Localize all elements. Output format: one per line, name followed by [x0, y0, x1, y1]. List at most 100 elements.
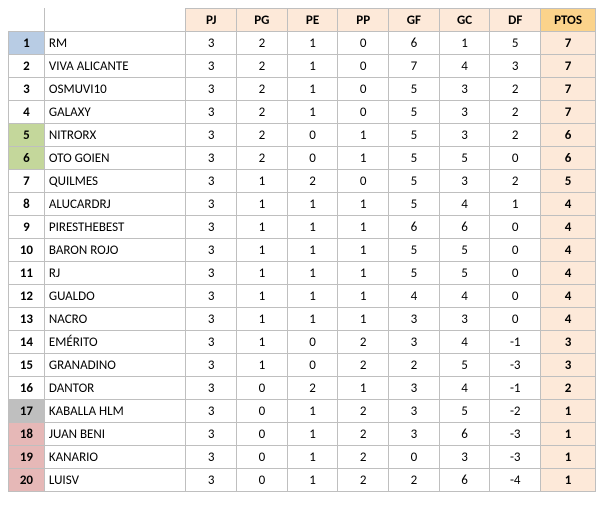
pe-cell: 1 — [287, 239, 338, 262]
gf-cell: 5 — [389, 170, 440, 193]
gf-cell: 0 — [389, 446, 440, 469]
ptos-cell: 3 — [541, 354, 596, 377]
rank-cell: 3 — [9, 78, 45, 101]
ptos-cell: 1 — [541, 400, 596, 423]
table-row: 11RJ31115504 — [9, 262, 596, 285]
ptos-cell: 1 — [541, 446, 596, 469]
table-row: 15GRANADINO310225-33 — [9, 354, 596, 377]
rank-cell: 15 — [9, 354, 45, 377]
header-pj: PJ — [186, 9, 237, 32]
pj-cell: 3 — [186, 308, 237, 331]
pj-cell: 3 — [186, 55, 237, 78]
ptos-cell: 4 — [541, 308, 596, 331]
gc-cell: 5 — [439, 147, 490, 170]
rank-cell: 11 — [9, 262, 45, 285]
pp-cell: 1 — [338, 147, 389, 170]
pj-cell: 3 — [186, 216, 237, 239]
gc-cell: 4 — [439, 331, 490, 354]
gc-cell: 4 — [439, 55, 490, 78]
df-cell: 5 — [490, 32, 541, 55]
gf-cell: 5 — [389, 193, 440, 216]
ptos-cell: 6 — [541, 124, 596, 147]
gc-cell: 4 — [439, 285, 490, 308]
pj-cell: 3 — [186, 101, 237, 124]
pg-cell: 1 — [237, 216, 288, 239]
header-pg: PG — [237, 9, 288, 32]
ptos-cell: 7 — [541, 78, 596, 101]
pe-cell: 1 — [287, 423, 338, 446]
pe-cell: 1 — [287, 55, 338, 78]
pp-cell: 1 — [338, 239, 389, 262]
gc-cell: 5 — [439, 400, 490, 423]
pp-cell: 0 — [338, 55, 389, 78]
pj-cell: 3 — [186, 239, 237, 262]
gf-cell: 5 — [389, 124, 440, 147]
df-cell: 0 — [490, 308, 541, 331]
team-cell: OTO GOIEN — [44, 147, 185, 170]
rank-cell: 6 — [9, 147, 45, 170]
team-cell: GUALDO — [44, 285, 185, 308]
pp-cell: 1 — [338, 285, 389, 308]
team-cell: KANARIO — [44, 446, 185, 469]
rank-cell: 1 — [9, 32, 45, 55]
header-pp: PP — [338, 9, 389, 32]
ptos-cell: 4 — [541, 262, 596, 285]
pg-cell: 2 — [237, 78, 288, 101]
gf-cell: 5 — [389, 262, 440, 285]
pe-cell: 0 — [287, 354, 338, 377]
pg-cell: 1 — [237, 308, 288, 331]
table-row: 13NACRO31113304 — [9, 308, 596, 331]
pe-cell: 0 — [287, 331, 338, 354]
df-cell: 2 — [490, 78, 541, 101]
pp-cell: 0 — [338, 32, 389, 55]
pj-cell: 3 — [186, 285, 237, 308]
pj-cell: 3 — [186, 147, 237, 170]
pp-cell: 1 — [338, 308, 389, 331]
pg-cell: 1 — [237, 239, 288, 262]
df-cell: 0 — [490, 216, 541, 239]
df-cell: 2 — [490, 124, 541, 147]
team-cell: GALAXY — [44, 101, 185, 124]
df-cell: 2 — [490, 170, 541, 193]
team-cell: EMÉRITO — [44, 331, 185, 354]
gf-cell: 6 — [389, 216, 440, 239]
gf-cell: 6 — [389, 32, 440, 55]
rank-cell: 14 — [9, 331, 45, 354]
gf-cell: 3 — [389, 423, 440, 446]
table-row: 12GUALDO31114404 — [9, 285, 596, 308]
rank-cell: 12 — [9, 285, 45, 308]
df-cell: -3 — [490, 423, 541, 446]
table-row: 2VIVA ALICANTE32107437 — [9, 55, 596, 78]
table-row: 8ALUCARDRJ31115414 — [9, 193, 596, 216]
gc-cell: 6 — [439, 216, 490, 239]
gf-cell: 2 — [389, 354, 440, 377]
team-cell: QUILMES — [44, 170, 185, 193]
table-row: 10BARON ROJO31115504 — [9, 239, 596, 262]
table-row: 17KABALLA HLM301235-21 — [9, 400, 596, 423]
pe-cell: 1 — [287, 308, 338, 331]
pp-cell: 2 — [338, 469, 389, 492]
pp-cell: 2 — [338, 446, 389, 469]
gc-cell: 3 — [439, 124, 490, 147]
table-row: 1RM32106157 — [9, 32, 596, 55]
pg-cell: 0 — [237, 377, 288, 400]
gc-cell: 3 — [439, 308, 490, 331]
rank-cell: 13 — [9, 308, 45, 331]
ptos-cell: 4 — [541, 216, 596, 239]
pe-cell: 2 — [287, 170, 338, 193]
pg-cell: 1 — [237, 331, 288, 354]
team-cell: NACRO — [44, 308, 185, 331]
ptos-cell: 5 — [541, 170, 596, 193]
ptos-cell: 6 — [541, 147, 596, 170]
ptos-cell: 1 — [541, 469, 596, 492]
pe-cell: 1 — [287, 101, 338, 124]
pe-cell: 0 — [287, 147, 338, 170]
team-cell: VIVA ALICANTE — [44, 55, 185, 78]
ptos-cell: 7 — [541, 55, 596, 78]
standings-table: PJ PG PE PP GF GC DF PTOS 1RM321061572VI… — [8, 8, 596, 492]
pj-cell: 3 — [186, 354, 237, 377]
pe-cell: 0 — [287, 124, 338, 147]
pg-cell: 0 — [237, 446, 288, 469]
gf-cell: 2 — [389, 469, 440, 492]
pj-cell: 3 — [186, 262, 237, 285]
